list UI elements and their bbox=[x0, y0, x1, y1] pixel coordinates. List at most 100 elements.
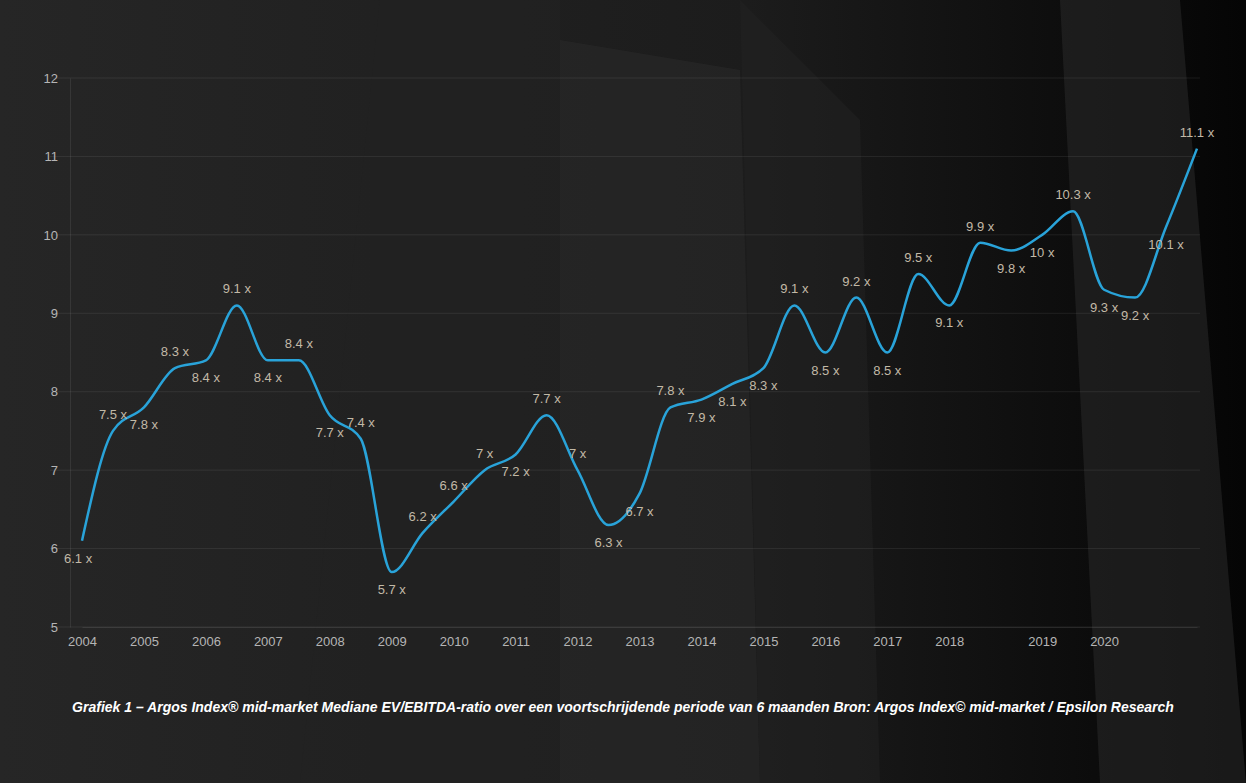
x-tick-label: 2006 bbox=[192, 634, 221, 649]
y-tick: 8 bbox=[51, 384, 70, 399]
data-label: 7.5 x bbox=[99, 407, 128, 422]
data-label: 7.2 x bbox=[502, 464, 531, 479]
data-label: 8.4 x bbox=[192, 370, 221, 385]
grid-line bbox=[50, 313, 1200, 314]
grid-line bbox=[50, 391, 1200, 392]
x-tick: 2017 bbox=[873, 627, 902, 649]
x-tick: 2007 bbox=[254, 627, 283, 649]
y-tick: 5 bbox=[51, 620, 70, 635]
grid-line bbox=[50, 548, 1200, 549]
x-tick-label: 2020 bbox=[1090, 634, 1119, 649]
data-label: 7.8 x bbox=[130, 417, 159, 432]
caption: Grafiek 1 – Argos Index® mid-market Medi… bbox=[20, 697, 1226, 717]
x-tick: 2016 bbox=[811, 627, 840, 649]
y-tick: 9 bbox=[51, 306, 70, 321]
y-tick-label: 11 bbox=[45, 149, 59, 164]
grid-line bbox=[50, 627, 1200, 628]
data-label: 7.9 x bbox=[687, 410, 716, 425]
y-axis-line bbox=[70, 79, 71, 628]
x-tick: 2020 bbox=[1090, 627, 1119, 649]
x-tick: 2015 bbox=[749, 627, 778, 649]
data-label: 8.5 x bbox=[873, 363, 902, 378]
x-axis: 2004 2005 2006 2007 2008 2009 2010 2011 2012 2013… bbox=[68, 627, 1197, 649]
y-tick: 11 bbox=[45, 149, 71, 164]
data-label: 9.8 x bbox=[997, 261, 1026, 276]
x-tick: 2011 bbox=[502, 627, 530, 649]
x-tick: 2005 bbox=[130, 627, 159, 649]
y-tick-label: 9 bbox=[51, 306, 58, 321]
data-label: 7.7 x bbox=[532, 391, 561, 406]
x-tick-label: 2013 bbox=[626, 634, 655, 649]
data-label: 7.4 x bbox=[347, 415, 376, 430]
x-axis-line bbox=[83, 627, 1198, 628]
data-label: 7.7 x bbox=[316, 425, 345, 440]
grid-line bbox=[50, 470, 1200, 471]
data-label: 10.3 x bbox=[1055, 187, 1091, 202]
data-label: 8.3 x bbox=[161, 344, 190, 359]
x-tick: 2019 bbox=[1028, 627, 1057, 649]
x-tick-label: 2019 bbox=[1028, 634, 1057, 649]
x-tick-label: 2014 bbox=[687, 634, 716, 649]
x-tick: 2012 bbox=[564, 627, 593, 649]
y-tick-label: 7 bbox=[51, 463, 58, 478]
data-label: 9.2 x bbox=[842, 274, 871, 289]
data-label: 9.3 x bbox=[1090, 300, 1119, 315]
x-tick-label: 2016 bbox=[811, 634, 840, 649]
y-tick: 7 bbox=[51, 463, 70, 478]
data-label: 9.1 x bbox=[935, 315, 964, 330]
x-tick-label: 2007 bbox=[254, 634, 283, 649]
data-label: 8.5 x bbox=[811, 363, 840, 378]
data-label: 6.6 x bbox=[440, 478, 469, 493]
data-label: 8.4 x bbox=[254, 370, 283, 385]
grid bbox=[50, 78, 1200, 627]
plot-area bbox=[82, 149, 1197, 573]
y-tick-label: 12 bbox=[44, 71, 58, 86]
x-tick-label: 2017 bbox=[873, 634, 902, 649]
x-tick-label: 2015 bbox=[749, 634, 778, 649]
data-label: 9.5 x bbox=[904, 250, 933, 265]
data-label: 7 x bbox=[569, 446, 587, 461]
data-label: 9.2 x bbox=[1121, 308, 1150, 323]
data-label: 9.1 x bbox=[223, 281, 252, 296]
data-label: 7 x bbox=[476, 446, 494, 461]
data-label: 11.1 x bbox=[1180, 125, 1215, 140]
x-tick: 2004 bbox=[68, 627, 97, 649]
grid-line bbox=[50, 78, 1200, 79]
x-tick: 2013 bbox=[626, 627, 655, 649]
chart: 5678910111220042005200620072008200920102… bbox=[0, 0, 1246, 783]
building-shape bbox=[560, 40, 760, 783]
data-label: 6.3 x bbox=[594, 535, 623, 550]
x-tick-label: 2008 bbox=[316, 634, 345, 649]
data-label: 9.1 x bbox=[780, 281, 809, 296]
grid-line bbox=[50, 234, 1200, 235]
background bbox=[0, 0, 1246, 783]
x-tick: 2014 bbox=[687, 627, 716, 649]
y-tick-label: 8 bbox=[51, 384, 58, 399]
data-label: 6.1 x bbox=[64, 551, 93, 566]
data-label: 8.1 x bbox=[718, 394, 747, 409]
y-tick: 10 bbox=[44, 228, 70, 243]
page: 5678910111220042005200620072008200920102… bbox=[0, 0, 1246, 783]
x-tick: 2006 bbox=[192, 627, 221, 649]
data-label: 7.8 x bbox=[656, 383, 685, 398]
y-tick-label: 10 bbox=[44, 228, 58, 243]
x-tick-label: 2010 bbox=[440, 634, 469, 649]
x-tick: 2010 bbox=[440, 627, 469, 649]
y-tick-label: 5 bbox=[51, 620, 58, 635]
y-tick: 12 bbox=[44, 71, 70, 86]
x-tick-label: 2009 bbox=[378, 634, 407, 649]
x-tick: 2018 bbox=[935, 627, 964, 649]
x-tick: 2009 bbox=[378, 627, 407, 649]
data-label: 5.7 x bbox=[378, 582, 407, 597]
data-label: 10.1 x bbox=[1148, 237, 1184, 252]
data-labels: 6.1 x7.5 x7.8 x8.3 x8.4 x9.1 x8.4 x8.4 x… bbox=[64, 125, 1215, 598]
data-label: 6.7 x bbox=[625, 504, 654, 519]
x-tick: 2008 bbox=[316, 627, 345, 649]
x-tick-label: 2005 bbox=[130, 634, 159, 649]
grid-line bbox=[50, 156, 1200, 157]
x-tick-label: 2004 bbox=[68, 634, 97, 649]
x-tick-label: 2018 bbox=[935, 634, 964, 649]
y-tick-label: 6 bbox=[51, 541, 58, 556]
data-label: 6.2 x bbox=[409, 509, 438, 524]
x-tick-label: 2012 bbox=[564, 634, 593, 649]
